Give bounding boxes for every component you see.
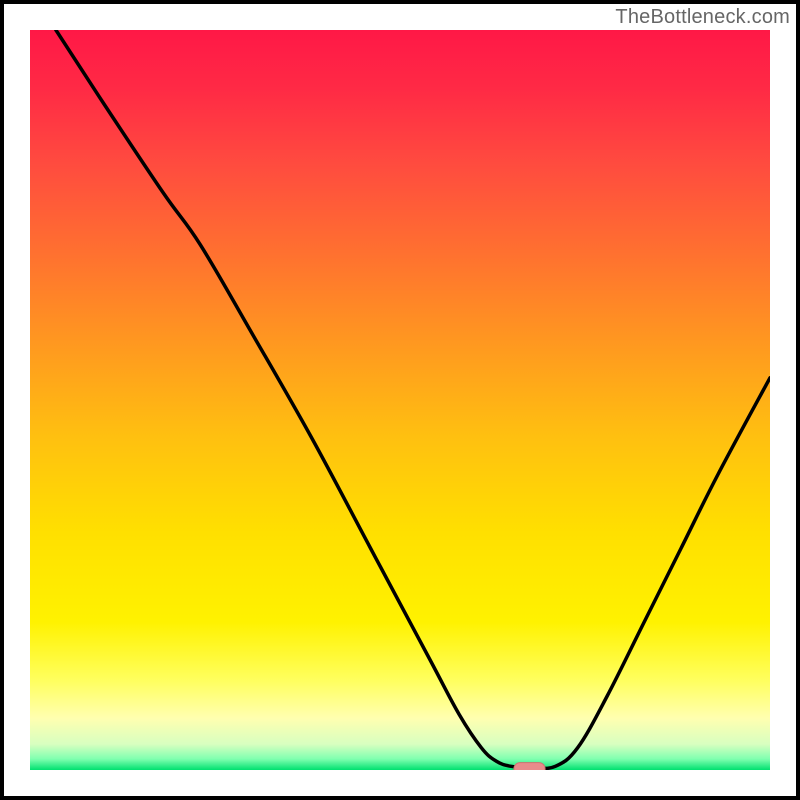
bottleneck-chart: TheBottleneck.com [0, 0, 800, 800]
plot-background [30, 30, 770, 770]
watermark-text: TheBottleneck.com [615, 6, 790, 29]
optimum-marker [514, 763, 545, 778]
chart-svg [0, 0, 800, 800]
